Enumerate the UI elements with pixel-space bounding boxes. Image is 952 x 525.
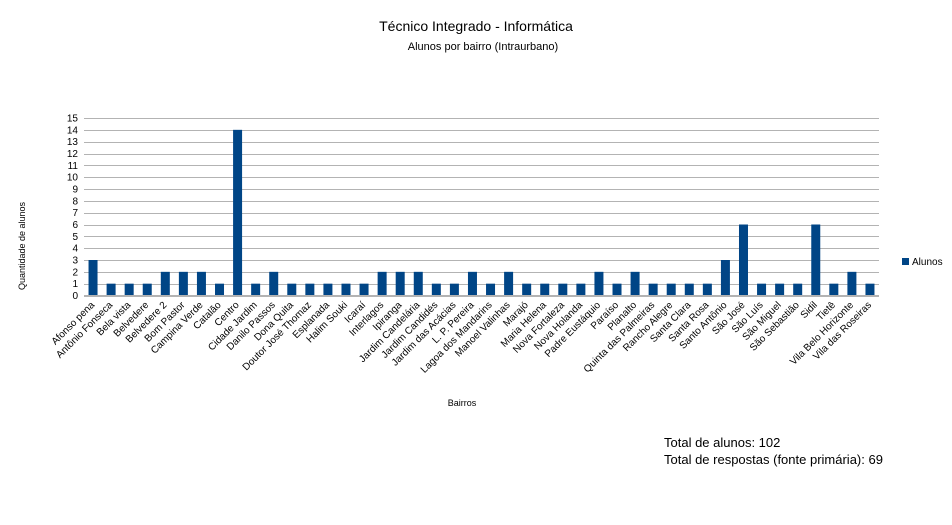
bar [124, 283, 134, 296]
bar [829, 283, 839, 296]
bar [305, 283, 315, 296]
legend: Alunos [902, 257, 943, 268]
bar [413, 271, 423, 296]
bar [666, 283, 676, 296]
totals-box: Total de alunos: 102 Total de respostas … [664, 434, 883, 468]
bar [811, 224, 821, 296]
bar [793, 283, 803, 296]
y-tick-label: 14 [67, 125, 79, 136]
total-responses: Total de respostas (fonte primária): 69 [664, 452, 883, 467]
legend-swatch [902, 258, 909, 265]
y-tick-label: 5 [72, 232, 78, 243]
y-axis-label: Quantidade de alunos [17, 201, 27, 290]
y-tick-label: 15 [67, 114, 79, 125]
bar [486, 283, 496, 296]
bar [775, 283, 785, 296]
bar [630, 271, 640, 296]
bars [88, 129, 875, 296]
bar [540, 283, 550, 296]
legend-label: Alunos [912, 257, 943, 268]
bar [88, 260, 98, 296]
y-tick-label: 4 [72, 244, 78, 255]
bar [576, 283, 586, 296]
y-tick-label: 6 [72, 220, 78, 231]
y-tick-label: 1 [72, 279, 78, 290]
bar [142, 283, 152, 296]
bar [702, 283, 712, 296]
bar [684, 283, 694, 296]
bar [612, 283, 622, 296]
bar [377, 271, 387, 296]
total-students: Total de alunos: 102 [664, 435, 781, 450]
y-tick-label: 11 [68, 161, 79, 172]
bar [160, 271, 170, 296]
chart-title: Técnico Integrado - Informática [379, 18, 573, 34]
bar [847, 271, 857, 296]
bar [215, 283, 225, 296]
gridlines [84, 118, 879, 297]
y-tick-label: 8 [72, 196, 78, 207]
bar [251, 283, 261, 296]
bar [431, 283, 441, 296]
bar [467, 271, 477, 296]
bar [178, 271, 188, 296]
y-tick-label: 12 [67, 149, 79, 160]
bar [720, 260, 730, 296]
bar [738, 224, 748, 296]
bar [233, 129, 243, 296]
bar [504, 271, 514, 296]
bar [648, 283, 658, 296]
bar [323, 283, 333, 296]
bar [359, 283, 369, 296]
y-tick-label: 13 [67, 137, 79, 148]
y-tick-label: 0 [72, 291, 78, 302]
y-tick-label: 10 [67, 173, 79, 184]
bar [558, 283, 568, 296]
bar [196, 271, 206, 296]
bar [269, 271, 279, 296]
chart-subtitle: Alunos por bairro (Intraurbano) [408, 41, 558, 53]
y-tick-label: 7 [72, 208, 78, 219]
bar [106, 283, 116, 296]
bar [594, 271, 604, 296]
x-axis-label: Bairros [448, 398, 477, 408]
y-tick-label: 2 [72, 267, 78, 278]
bar [757, 283, 767, 296]
bar [395, 271, 405, 296]
y-tick-label: 9 [72, 185, 78, 196]
y-tick-label: 3 [72, 256, 78, 267]
bar [865, 283, 875, 296]
bar [341, 283, 351, 296]
bar [449, 283, 459, 296]
bar [522, 283, 532, 296]
bar [287, 283, 297, 296]
